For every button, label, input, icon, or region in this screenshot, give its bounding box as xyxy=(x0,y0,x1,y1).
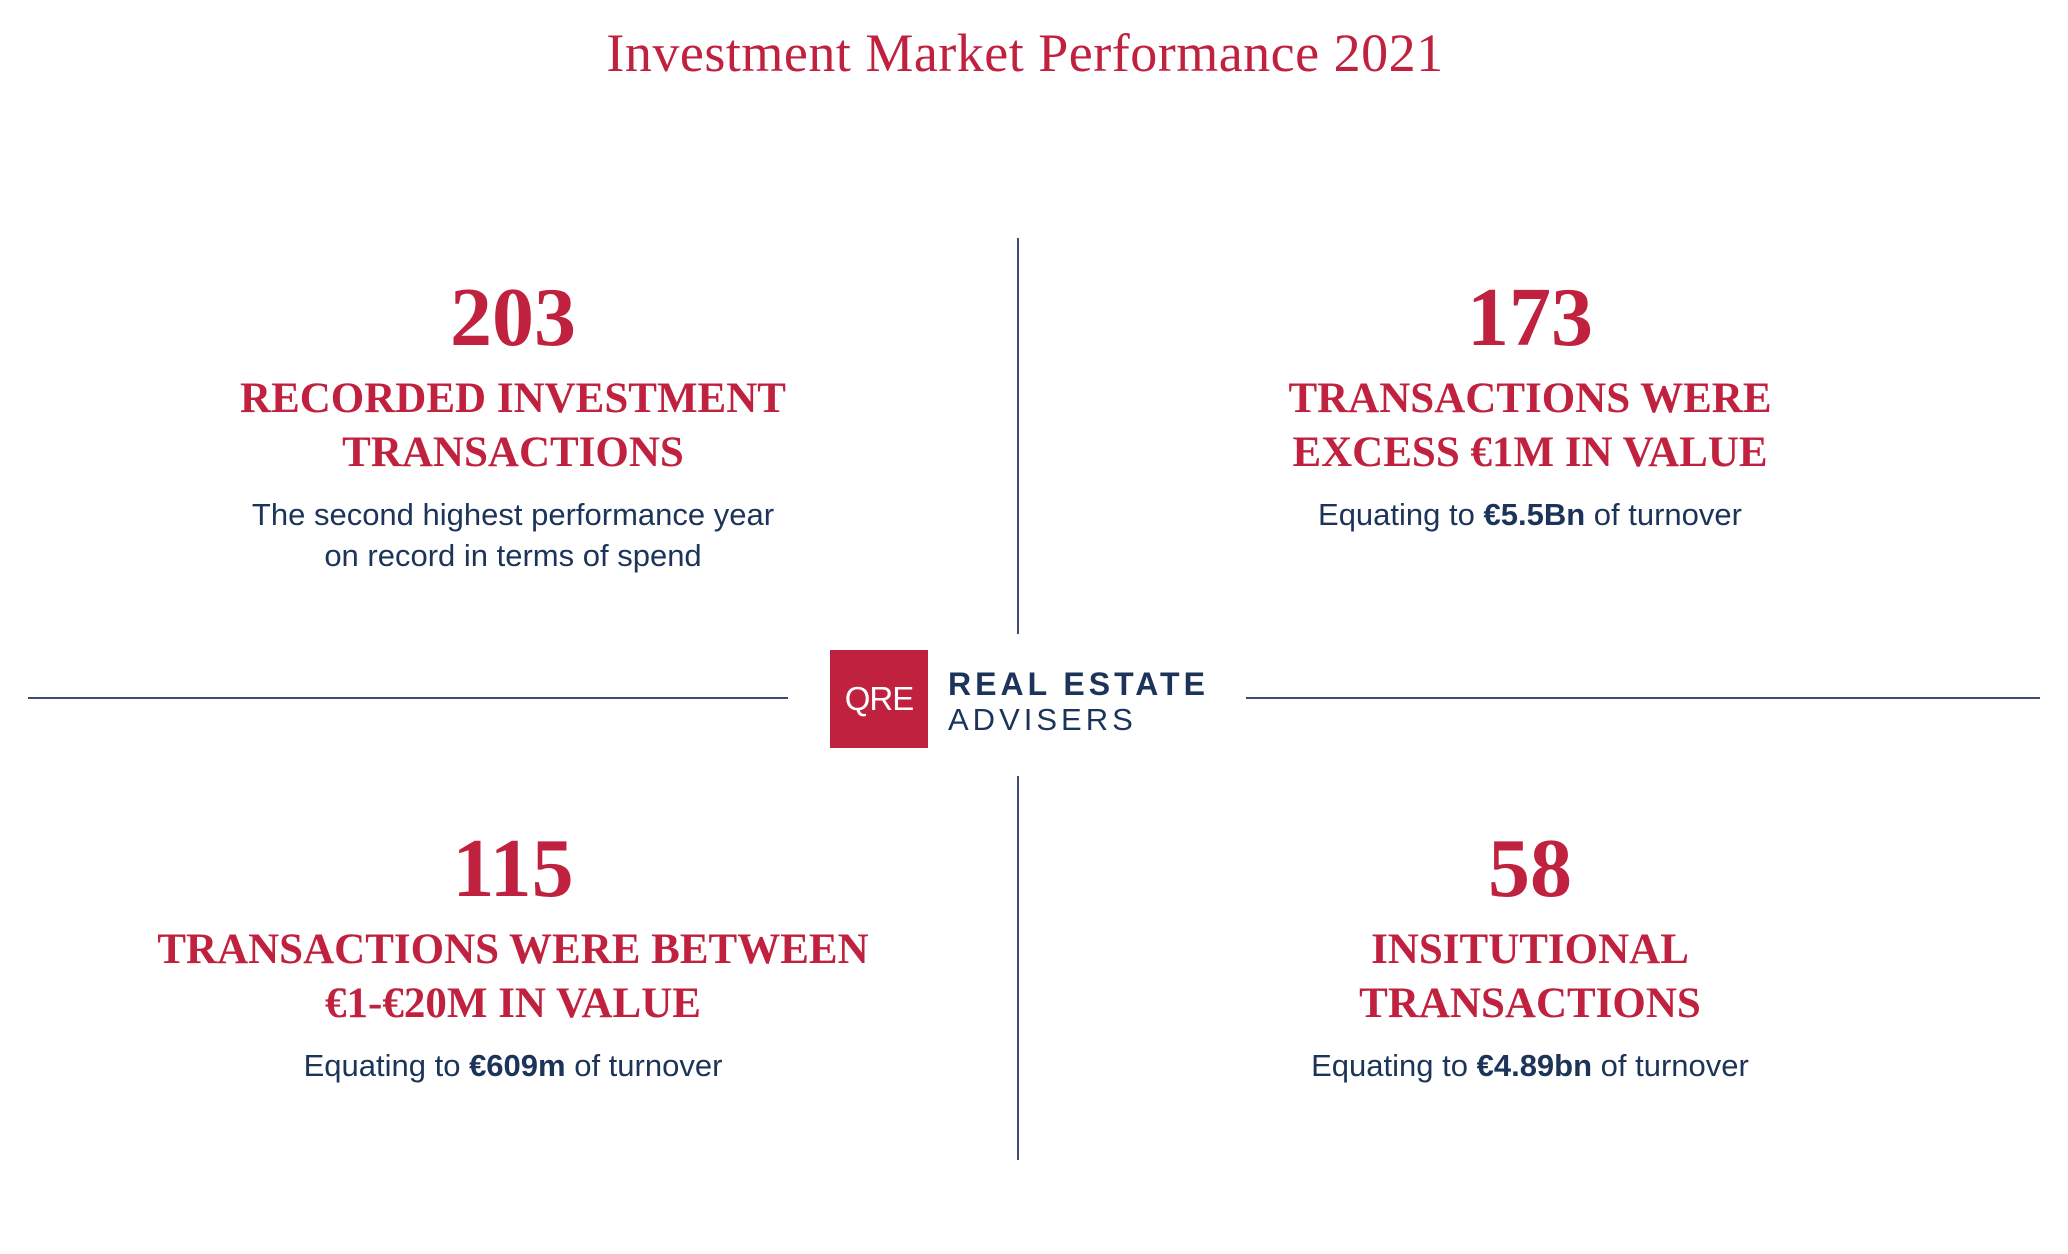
stat-number: 173 xyxy=(1467,271,1593,364)
stat-description: The second highest performance year on r… xyxy=(251,497,775,573)
vertical-divider-top xyxy=(1017,238,1019,634)
stat-description: Equating to €5.5Bn of turnover xyxy=(1318,497,1742,532)
company-logo: QRE REAL ESTATE ADVISERS xyxy=(830,650,1210,748)
stat-description: Equating to €609m of turnover xyxy=(303,1048,723,1083)
stat-number: 115 xyxy=(452,822,574,915)
logo-line-2: ADVISERS xyxy=(948,702,1137,737)
horizontal-divider-right xyxy=(1246,697,2040,699)
stat-excess-1m: 173 TRANSACTIONS WERE EXCESS €1M IN VALU… xyxy=(1080,272,1980,535)
stat-between-1-20m: 115 TRANSACTIONS WERE BETWEEN €1-€20M IN… xyxy=(63,823,963,1086)
stat-heading: TRANSACTIONS WERE BETWEEN €1-€20M IN VAL… xyxy=(157,926,869,1027)
logo-mark: QRE xyxy=(830,650,928,748)
logo-line-1: REAL ESTATE xyxy=(948,666,1209,702)
horizontal-divider-left xyxy=(28,697,788,699)
vertical-divider-bottom xyxy=(1017,776,1019,1160)
stat-number: 58 xyxy=(1488,822,1572,915)
stat-number: 203 xyxy=(450,271,576,364)
stat-institutional: 58 INSITUTIONAL TRANSACTIONS Equating to… xyxy=(1080,823,1980,1086)
stat-heading: RECORDED INVESTMENT TRANSACTIONS xyxy=(240,375,786,476)
stat-recorded-transactions: 203 RECORDED INVESTMENT TRANSACTIONS The… xyxy=(63,272,963,576)
stat-description: Equating to €4.89bn of turnover xyxy=(1311,1048,1749,1083)
page-title: Investment Market Performance 2021 xyxy=(606,23,1444,83)
stat-heading: TRANSACTIONS WERE EXCESS €1M IN VALUE xyxy=(1288,375,1772,476)
stat-heading: INSITUTIONAL TRANSACTIONS xyxy=(1359,926,1701,1027)
